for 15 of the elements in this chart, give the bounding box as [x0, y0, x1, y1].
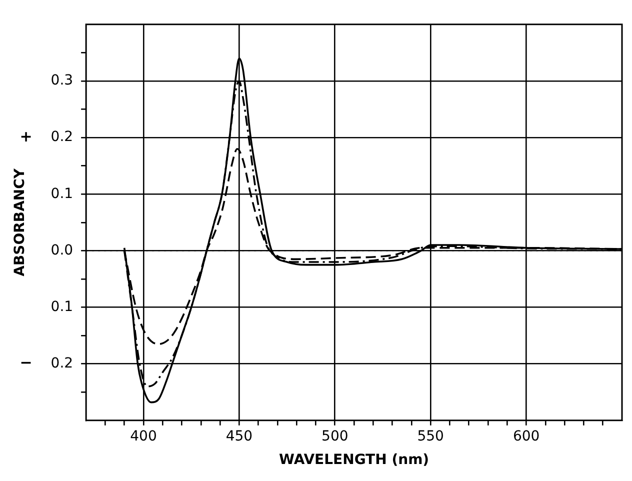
- y-tick-label: 0.2: [50, 355, 74, 372]
- y-tick-label: 0.0: [50, 242, 74, 258]
- x-axis-title: WAVELENGTH (nm): [279, 452, 430, 468]
- y-tick-label: 0.3: [50, 72, 74, 89]
- y-tick-label: 0.2: [50, 129, 74, 146]
- y-axis-title: ABSORBANCY: [12, 168, 28, 276]
- y-tick-label: 0.1: [50, 298, 74, 315]
- x-tick-label: 400: [130, 428, 157, 444]
- y-tick-label: 0.1: [50, 186, 74, 202]
- text: −: [20, 354, 32, 372]
- x-tick-label: 450: [226, 428, 253, 444]
- text: +: [20, 127, 32, 146]
- x-tick-label: 500: [322, 428, 348, 444]
- x-tick-label: 600: [512, 428, 540, 444]
- x-tick-label: 550: [417, 428, 444, 444]
